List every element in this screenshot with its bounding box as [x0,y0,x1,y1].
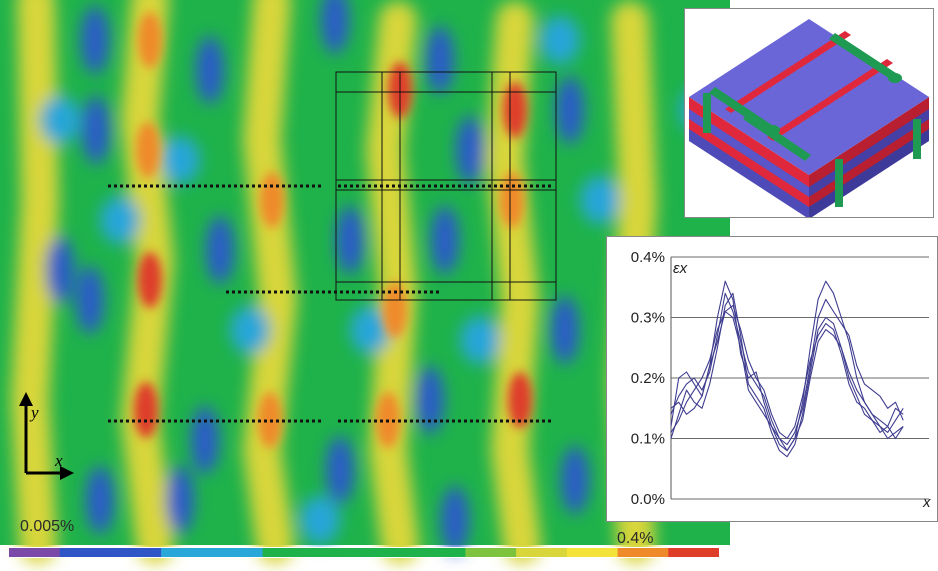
low-strain-spot [431,206,459,274]
low-strain-spot [206,216,234,284]
chart-series-line-2 [670,292,904,446]
laminate-stack [689,19,929,219]
low-strain-spot [81,6,109,74]
laminate-model-illustration [689,19,929,219]
colorbar-segment [262,548,314,557]
colorbar-segment [465,548,517,557]
colorbar-segment [566,548,619,557]
colorbar-segment [59,548,111,557]
low-strain-spot [76,266,104,334]
low-strain-spot [196,36,224,104]
low-strain-spot [580,176,620,224]
x-axis-label: x [54,451,63,470]
low-strain-spot [86,466,114,534]
low-strain-spot [300,496,340,544]
colorbar-segment [211,548,264,557]
low-strain-spot [46,236,74,304]
colorbar-segment [617,548,669,557]
low-strain-spot [416,366,444,434]
green-tow-end [888,73,902,83]
colorbar-segment [161,548,213,557]
grid-box-outer [335,71,557,301]
axis-indicator [19,392,74,480]
peak-strain-spot [383,282,407,338]
low-strain-spot [561,446,589,514]
y-axis-label: y [29,403,39,422]
peak-strain-spot [503,82,527,138]
low-strain-spot [551,296,579,364]
low-strain-spot [336,206,364,274]
colorbar-min-label: 0.005% [20,518,75,535]
low-strain-spot [160,136,200,184]
peak-strain-spot [138,252,162,308]
low-strain-spot [321,0,349,54]
colorbar-segment [516,548,568,557]
green-tow [829,33,899,81]
colorbar-segment [414,548,466,557]
peak-strain-spot [138,12,162,68]
chart-series-line-5 [670,310,904,452]
ply-side [689,127,809,219]
low-strain-spot [230,306,270,354]
low-strain-spot [460,316,500,364]
high-strain-band [242,0,298,564]
low-strain-spot [426,26,454,94]
chart-xlabel: x [922,494,931,511]
chart-series-line-1 [670,280,904,452]
laminate-model-inset [684,8,934,219]
low-strain-spot [326,436,354,504]
low-strain-spot [166,466,194,534]
high-strain-band [10,0,60,564]
colorbar [8,547,720,558]
chart-ytick-label: 0.2% [631,370,665,387]
low-strain-spot [350,306,390,354]
colorbar-segment [668,548,719,557]
peak-strain-spot [136,122,160,178]
low-strain-spot [100,196,140,244]
low-strain-spot [540,16,580,64]
green-tow-end [766,125,780,135]
chart-svg: 0.0% 0.1% 0.2% 0.3% 0.4% εx x [631,249,931,511]
colorbar-segment [364,548,416,557]
colorbar-segment [313,548,365,557]
low-strain-spot [456,116,484,184]
ply-side [689,97,809,187]
green-tow-drop [913,119,921,159]
peak-strain-spot [134,382,158,438]
low-strain-spot [40,96,80,144]
chart-ytick-label: 0.4% [631,249,665,266]
chart-series-line-4 [670,304,904,440]
chart-series-line-3 [670,292,904,458]
peak-strain-spot [508,372,532,428]
colorbar-segment [9,548,61,557]
chart-ylabel: εx [673,260,688,277]
low-strain-spot [556,76,584,144]
strain-profile-chart: 0.0% 0.1% 0.2% 0.3% 0.4% εx x [606,236,938,522]
chart-ytick-label: 0.0% [631,491,665,508]
chart-ytick-label: 0.1% [631,431,665,448]
red-stripe [725,31,851,113]
low-strain-spot [191,406,219,474]
red-stripe [767,59,893,141]
low-strain-spot [441,486,469,554]
y-arrowhead [19,392,33,406]
peak-strain-spot [260,172,284,228]
green-tow-drop [703,93,711,133]
colorbar-max-label: 0.4% [617,530,654,547]
green-tow-drop [835,159,843,207]
ply-side [689,107,809,197]
low-strain-spot [82,96,110,164]
x-arrowhead [60,466,74,480]
ply-side [689,117,809,207]
colorbar-segment [110,548,162,557]
green-tow [743,113,811,161]
chart-ytick-label: 0.3% [631,310,665,327]
